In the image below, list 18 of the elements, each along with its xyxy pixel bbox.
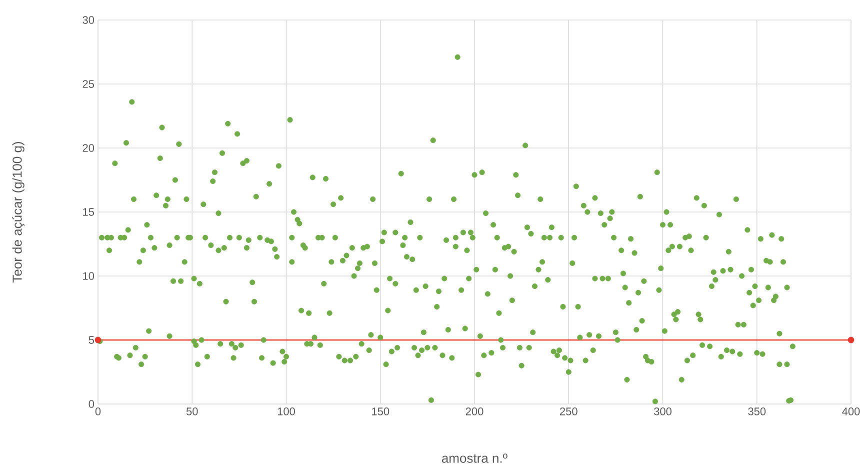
x-tick-label: 400: [842, 408, 860, 416]
y-tick-label: 25: [82, 80, 94, 88]
x-axis-title: amostra n.º: [442, 454, 508, 463]
x-tick-label: 300: [654, 408, 672, 416]
y-tick-label: 30: [82, 16, 94, 24]
x-tick-label: 250: [560, 408, 578, 416]
x-tick-label: 150: [372, 408, 390, 416]
y-tick-label: 10: [83, 272, 94, 280]
x-tick-label: 200: [466, 408, 484, 416]
y-tick-label: 0: [88, 400, 94, 408]
x-tick-label: 50: [186, 408, 198, 416]
y-tick-label: 15: [83, 208, 94, 216]
y-axis-title: Teor de açúcar (g/100 g): [12, 142, 24, 283]
y-tick-label: 20: [82, 144, 94, 152]
x-tick-label: 100: [278, 408, 295, 416]
x-tick-label: 0: [95, 408, 101, 416]
x-tick-label: 350: [748, 408, 766, 416]
y-tick-label: 5: [88, 336, 94, 344]
